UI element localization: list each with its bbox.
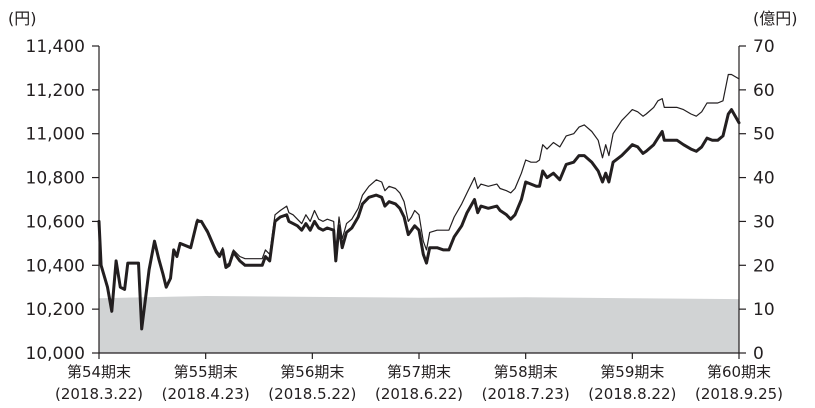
left-tick-label: 10,200	[26, 300, 85, 320]
x-date-label: (2018.4.23)	[162, 385, 250, 403]
right-tick-label: 50	[753, 125, 775, 145]
right-tick-label: 60	[753, 81, 775, 101]
x-date-label: (2018.3.22)	[55, 385, 143, 403]
nav-line	[97, 108, 741, 331]
x-date-label: (2018.6.22)	[375, 385, 463, 403]
right-tick-label: 40	[753, 169, 775, 189]
x-date-label: (2018.8.22)	[588, 385, 676, 403]
left-tick-label: 10,400	[26, 256, 85, 276]
left-tick-label: 11,400	[26, 37, 85, 57]
left-tick-label: 11,200	[26, 81, 85, 101]
x-period-label: 第54期末	[67, 363, 131, 381]
right-tick-label: 20	[753, 256, 775, 276]
x-period-label: 第55期末	[174, 363, 238, 381]
right-tick-label: 0	[753, 344, 764, 364]
left-axis-unit: (円)	[8, 9, 37, 28]
left-tick-label: 10,800	[26, 169, 85, 189]
net-assets-area	[99, 296, 739, 353]
x-period-label: 第59期末	[600, 363, 664, 381]
x-date-label: (2018.7.23)	[482, 385, 570, 403]
left-tick-label: 11,000	[26, 125, 85, 145]
x-period-label: 第60期末	[707, 363, 771, 381]
right-tick-label: 10	[753, 300, 775, 320]
x-date-label: (2018.5.22)	[268, 385, 356, 403]
right-axis-unit: (億円)	[753, 9, 798, 28]
axis-layer: 10,000 10,200 10,400 10,600 10,800 11,000 11,2…	[26, 37, 784, 403]
x-period-label: 第56期末	[280, 363, 344, 381]
left-tick-label: 10,600	[26, 212, 85, 232]
line-layer	[97, 73, 741, 331]
x-period-label: 第58期末	[494, 363, 558, 381]
nav-reinvested-line	[98, 73, 740, 330]
right-tick-label: 30	[753, 212, 775, 232]
x-date-label: (2018.9.25)	[695, 385, 783, 403]
left-tick-label: 10,000	[26, 344, 85, 364]
x-period-label: 第57期末	[387, 363, 451, 381]
right-tick-label: 70	[753, 37, 775, 57]
area-layer	[99, 296, 739, 353]
